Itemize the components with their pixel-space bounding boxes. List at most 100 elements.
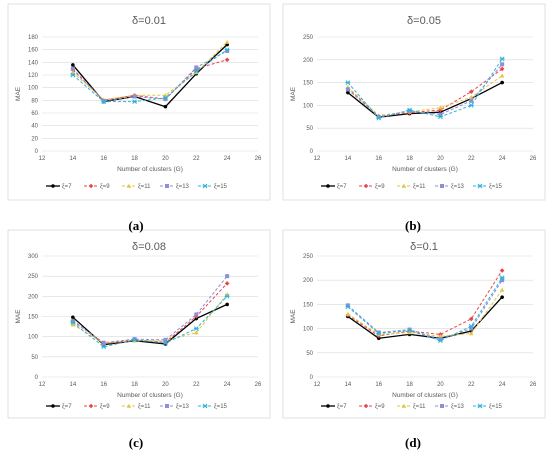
series-3 [345,62,505,119]
legend-item: ξ=7 [46,404,72,410]
chart-panel-3: δ=0.1 0 50 100 150 200 250 12 14 16 18 20 22 24 26 Numb… [282,229,546,419]
legend-label: ξ=13 [176,184,190,190]
data-point [500,80,504,85]
data-point [101,340,106,345]
data-point [500,278,505,283]
y-tick-label: 20 [31,136,38,142]
chart-frame [7,229,271,419]
chart-title: δ=0.1 [410,241,438,253]
legend-item: ξ=13 [435,184,465,190]
x-tick-label: 14 [70,382,77,388]
x-axis-label: Number of clusters (G) [392,166,458,173]
data-point [224,293,230,299]
x-tick-label: 12 [39,382,46,388]
data-point [376,336,381,341]
data-point [101,99,107,104]
series-line [347,270,503,337]
data-point [468,89,474,95]
x-tick-label: 24 [224,156,231,162]
legend-item: ξ=15 [473,183,503,190]
data-point [345,311,351,316]
y-axis-label: MAE [290,309,297,324]
series-line [72,41,228,101]
series-4 [345,275,505,344]
data-point [194,330,199,335]
data-point [500,295,504,299]
legend-swatch-marker [401,403,407,408]
x-tick-label: 24 [499,156,506,162]
legend-item: ξ=15 [198,183,228,190]
y-tick-label: 40 [31,124,38,130]
legend-swatch-marker [363,183,369,189]
series-line [72,50,228,102]
y-tick-label: 180 [28,35,39,41]
series-4 [70,47,230,104]
x-tick-label: 16 [375,382,382,388]
data-point [438,112,443,117]
caption-c: (c) [128,435,144,450]
legend-swatch-marker [326,184,330,188]
data-point [469,94,474,99]
data-point [132,337,137,343]
y-axis-label: MAE [15,86,22,101]
x-tick-label: 18 [406,156,413,162]
y-tick-label: 120 [28,73,39,79]
y-axis-label: MAE [15,309,22,324]
legend-swatch-marker [126,183,132,188]
data-point [469,98,474,103]
data-point [132,99,137,104]
x-tick-label: 16 [375,156,382,162]
y-tick-label: 250 [303,35,314,41]
x-tick-label: 14 [345,382,352,388]
y-axis-label: MAE [290,86,297,101]
x-tick-label: 26 [255,156,262,162]
legend-item: ξ=13 [160,184,190,190]
data-point [193,326,199,331]
data-point [468,103,474,108]
data-point [163,337,168,342]
legend-label: ξ=13 [176,404,190,410]
data-point [345,87,350,92]
series-line [72,295,228,348]
x-tick-label: 20 [162,156,169,162]
legend-label: ξ=15 [489,184,503,190]
legend-item: ξ=9 [84,403,110,410]
legend-swatch-marker [202,403,208,409]
series-line [347,279,503,340]
y-tick-label: 80 [31,98,38,104]
legend-item: ξ=9 [359,183,385,190]
x-tick-label: 16 [100,156,107,162]
legend-label: ξ=15 [214,404,228,410]
data-point [101,344,107,350]
legend-item: ξ=9 [84,183,110,190]
y-tick-label: 50 [31,355,38,361]
legend-label: ξ=9 [375,404,385,410]
legend-label: ξ=15 [489,404,503,410]
y-tick-label: 100 [28,86,39,92]
y-tick-label: 60 [31,111,38,117]
data-point [194,70,199,75]
legend-swatch-marker [477,403,483,409]
legend-label: ξ=15 [214,184,228,190]
chart-panel-2: δ=0.08 0 50 100 150 200 250 300 12 14 16 18 20 22 24 26… [7,229,271,419]
caption-d: (d) [405,435,421,450]
x-tick-label: 14 [70,156,77,162]
data-point [469,331,474,336]
y-tick-label: 150 [303,302,314,308]
caption-b: (b) [405,218,421,233]
chart-title: δ=0.05 [407,15,441,27]
data-point [71,315,75,320]
legend-swatch-marker [165,184,169,188]
legend-label: ξ=11 [138,404,151,410]
chart-panel-1: δ=0.05 0 50 100 150 200 250 12 14 16 18 20 22 24 26 Num… [282,3,546,201]
x-axis-label: Number of clusters (G) [392,392,458,399]
data-point [407,330,412,335]
legend-swatch-marker [401,183,407,188]
legend-swatch-marker [51,184,55,188]
chart-frame [282,3,546,201]
data-point [70,72,76,78]
x-tick-label: 18 [131,382,138,388]
x-tick-label: 26 [255,382,262,388]
data-point [407,108,412,113]
x-tick-label: 12 [314,156,321,162]
